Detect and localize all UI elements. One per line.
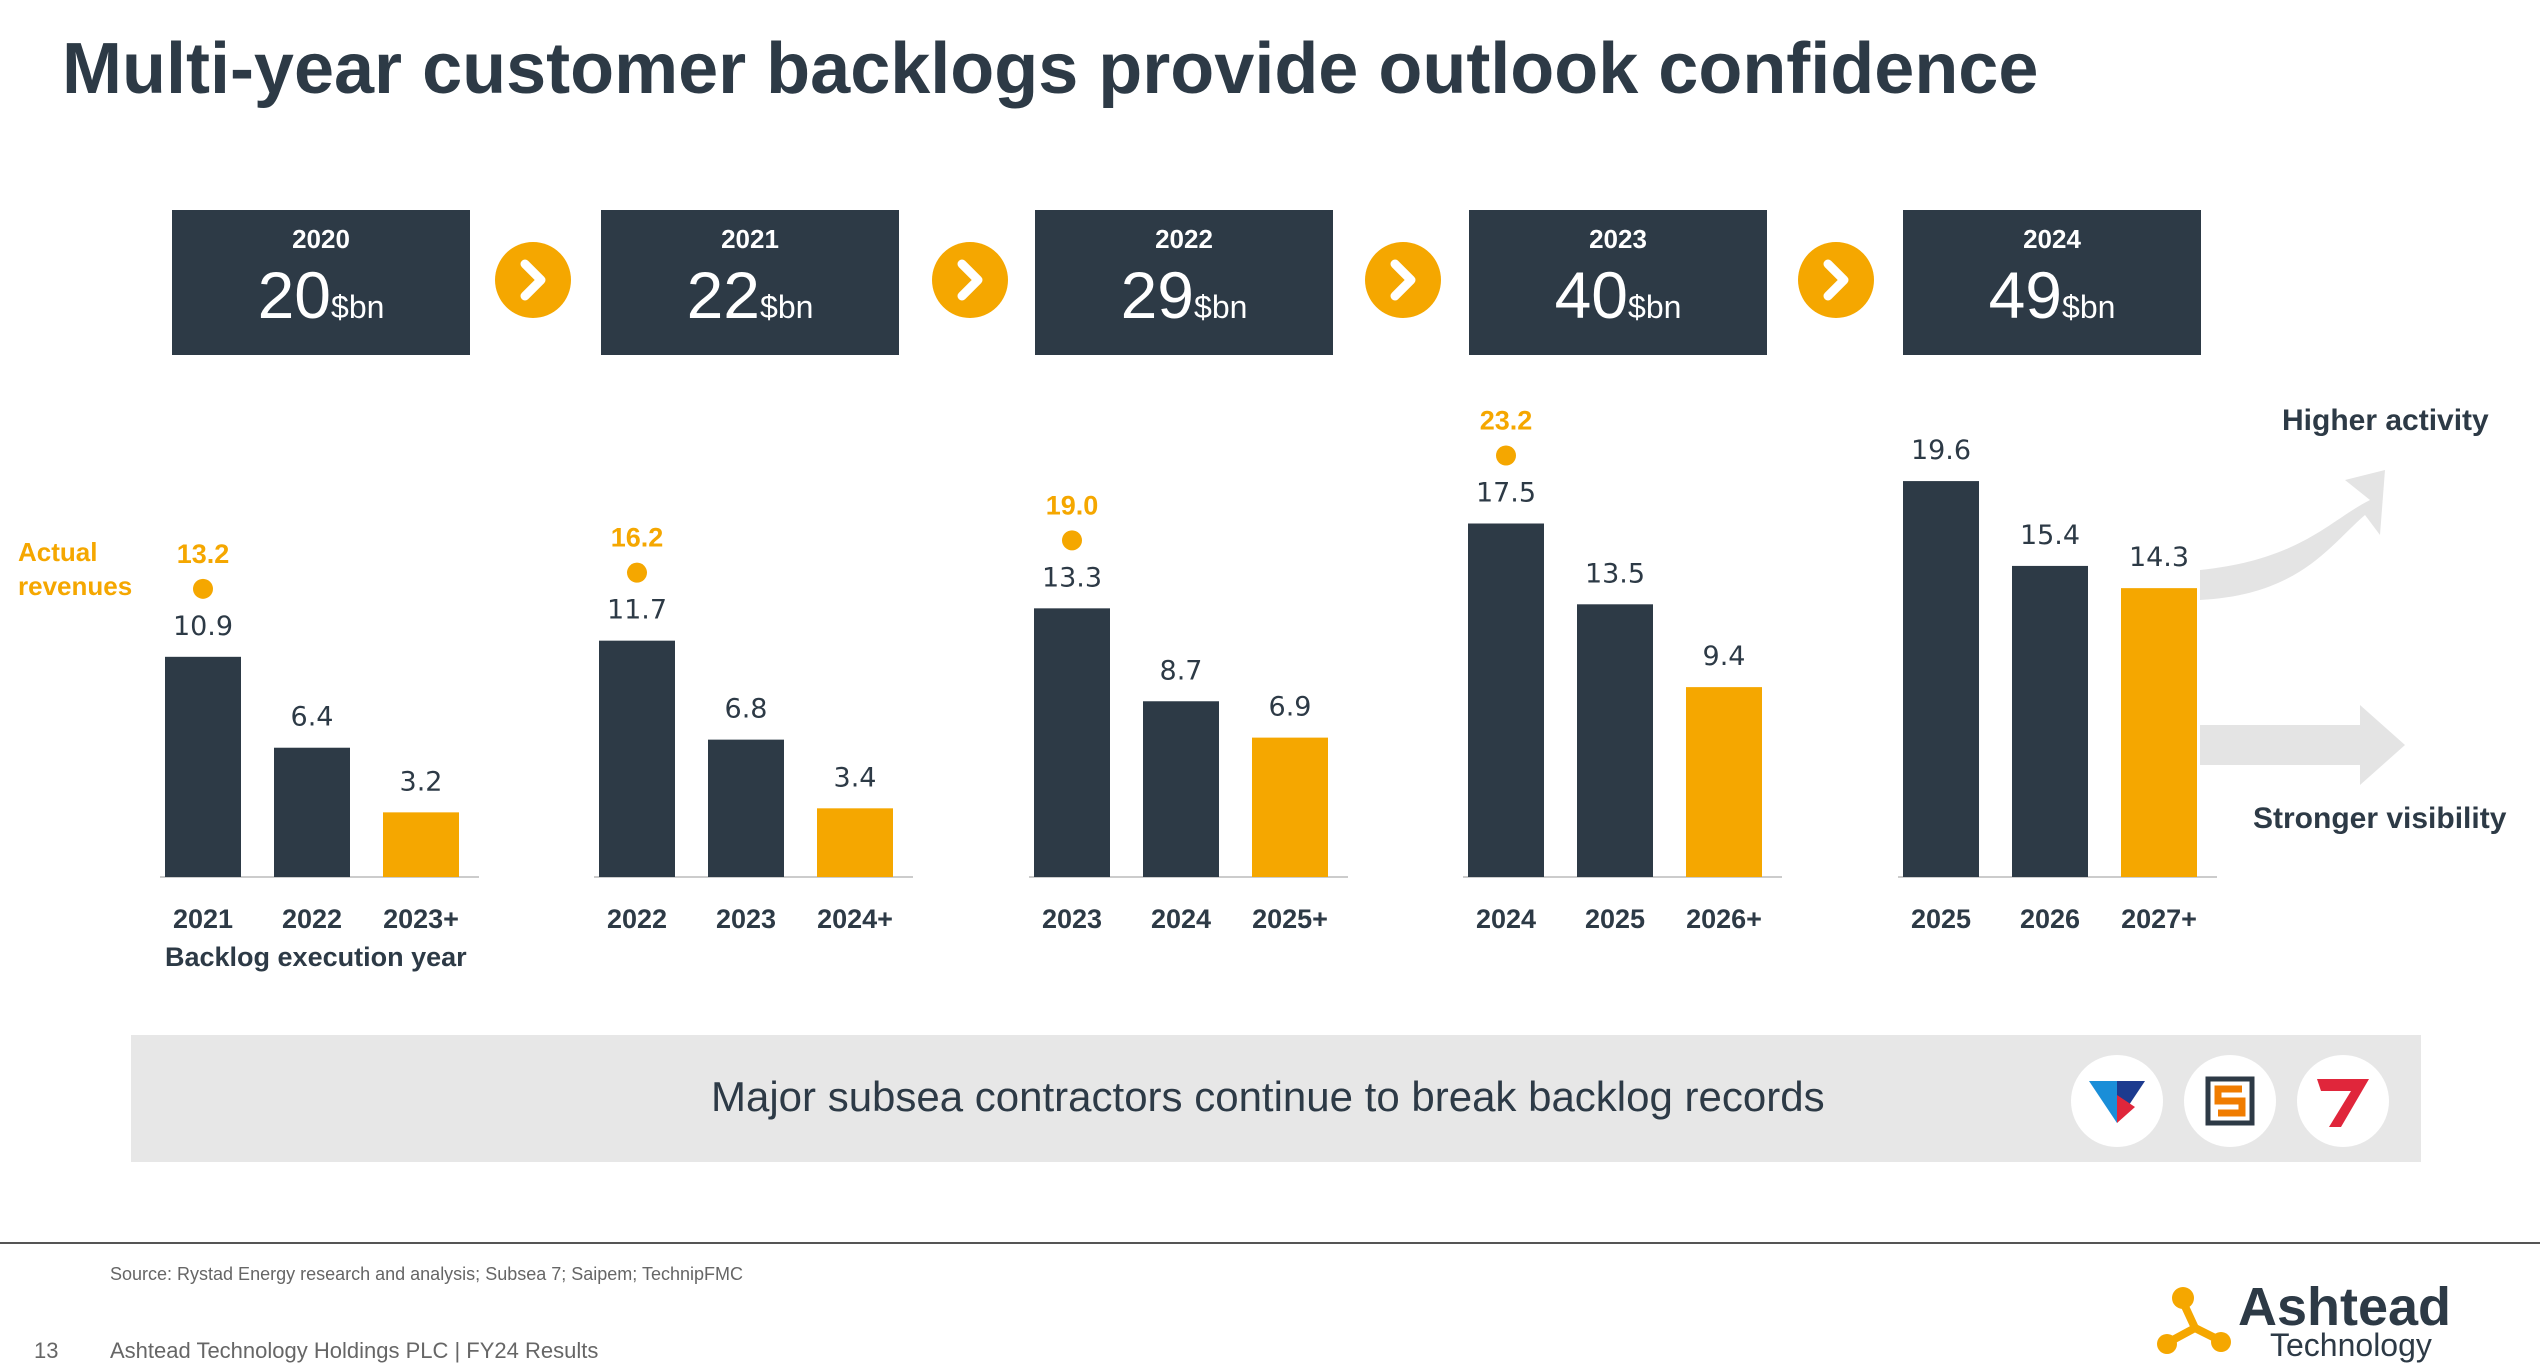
execution-year-label: Backlog execution year	[165, 942, 467, 972]
actual-revenue-label: 23.2	[1480, 406, 1533, 436]
stronger-visibility-arrow	[2200, 705, 2405, 785]
bar	[599, 640, 675, 877]
bar-value-label: 17.5	[1476, 478, 1536, 509]
technipfmc-logo-icon	[2071, 1055, 2163, 1147]
backlog-year: 2020	[292, 224, 350, 254]
backlog-year: 2021	[721, 224, 779, 254]
backlog-box-2024: 2024 49$bn	[1903, 210, 2201, 355]
actual-revenue-marker	[627, 562, 647, 583]
bar-value-label: 10.9	[173, 611, 233, 642]
actual-revenue-label: 13.2	[177, 539, 230, 569]
backlog-year: 2023	[1589, 224, 1647, 254]
footer-text: Ashtead Technology Holdings PLC | FY24 R…	[110, 1338, 599, 1363]
bar	[1903, 481, 1979, 877]
bar	[708, 739, 784, 877]
backlog-unit: $bn	[1628, 289, 1682, 325]
higher-activity-label: Higher activity	[2282, 404, 2489, 437]
bar-value-label: 19.6	[1911, 435, 1971, 466]
category-label: 2023+	[383, 904, 459, 934]
bar-value-label: 14.3	[2129, 542, 2189, 573]
backlog-unit: $bn	[331, 289, 385, 325]
category-label: 2026+	[1686, 904, 1762, 934]
bar	[2012, 565, 2088, 877]
source-note: Source: Rystad Energy research and analy…	[110, 1264, 743, 1284]
actual-revenue-label: 16.2	[611, 523, 664, 553]
saipem-logo-icon	[2184, 1055, 2276, 1147]
category-label: 2025+	[1252, 904, 1328, 934]
backlog-year: 2024	[2023, 224, 2081, 254]
stronger-visibility-label: Stronger visibility	[2253, 802, 2507, 835]
backlog-value: 22	[686, 258, 761, 332]
bar	[274, 747, 350, 877]
bar	[2121, 588, 2197, 877]
backlog-year: 2022	[1155, 224, 1213, 254]
bar-value-label: 3.2	[400, 766, 443, 797]
bar-value-label: 6.4	[291, 702, 334, 733]
actual-revenue-marker	[1062, 530, 1082, 551]
bar	[1143, 701, 1219, 877]
backlog-box-2020: 2020 20$bn	[172, 210, 470, 355]
category-label: 2025	[1585, 904, 1645, 934]
brand-subtitle: Technology	[2270, 1327, 2432, 1363]
category-label: 2024	[1151, 904, 1211, 934]
category-label: 2024+	[817, 904, 893, 934]
higher-activity-arrow	[2200, 470, 2385, 600]
contractor-banner: Major subsea contractors continue to bre…	[131, 1035, 2421, 1162]
chevron-right-icon	[932, 242, 1008, 318]
bar-value-label: 13.5	[1585, 558, 1645, 589]
bar	[817, 808, 893, 877]
backlog-value: 20	[257, 258, 332, 332]
brand-name: Ashtead	[2238, 1277, 2452, 1337]
backlog-bar-chart: 10.9 2021 6.4 2022 3.2 2023+ 13.2 11.7 2022 6.8 20…	[160, 406, 2405, 934]
bar	[383, 812, 459, 877]
category-label: 2027+	[2121, 904, 2197, 934]
actual-revenue-label: 19.0	[1046, 490, 1099, 520]
actual-revenues-label: Actual revenues	[18, 537, 133, 601]
bar-value-label: 13.3	[1042, 562, 1102, 593]
bar	[1577, 604, 1653, 877]
bar-value-label: 9.4	[1703, 641, 1746, 672]
backlog-unit: $bn	[2062, 289, 2116, 325]
bar-value-label: 11.7	[607, 595, 667, 626]
actual-revenue-marker	[193, 578, 213, 599]
backlog-box-2021: 2021 22$bn	[601, 210, 899, 355]
category-label: 2026	[2020, 904, 2080, 934]
category-label: 2025	[1911, 904, 1971, 934]
chevron-right-icon	[495, 242, 571, 318]
category-label: 2023	[716, 904, 776, 934]
bar-value-label: 6.8	[725, 694, 768, 725]
category-label: 2021	[173, 904, 233, 934]
bar-value-label: 15.4	[2020, 520, 2080, 551]
backlog-box-2023: 2023 40$bn	[1469, 210, 1767, 355]
backlog-box-2022: 2022 29$bn	[1035, 210, 1333, 355]
bar-value-label: 8.7	[1160, 655, 1203, 686]
page-number: 13	[34, 1338, 59, 1363]
backlog-value: 49	[1988, 258, 2063, 332]
backlog-value: 29	[1120, 258, 1195, 332]
footer-divider	[0, 1242, 2540, 1244]
category-label: 2022	[282, 904, 342, 934]
bar-value-label: 3.4	[834, 762, 877, 793]
actual-revenue-marker	[1496, 445, 1516, 466]
subsea7-logo-icon	[2297, 1055, 2389, 1147]
bar	[1686, 687, 1762, 877]
bar	[1468, 523, 1544, 877]
chevron-right-icon	[1365, 242, 1441, 318]
bar	[1252, 737, 1328, 877]
backlog-unit: $bn	[1194, 289, 1248, 325]
category-label: 2023	[1042, 904, 1102, 934]
bar-value-label: 6.9	[1269, 692, 1312, 723]
chevron-right-icon	[1798, 242, 1874, 318]
backlog-unit: $bn	[760, 289, 814, 325]
bar	[1034, 608, 1110, 877]
bar	[165, 656, 241, 877]
category-label: 2022	[607, 904, 667, 934]
backlog-value: 40	[1554, 258, 1629, 332]
category-label: 2024	[1476, 904, 1536, 934]
banner-text: Major subsea contractors continue to bre…	[711, 1073, 1825, 1120]
page-title: Multi-year customer backlogs provide out…	[62, 29, 2039, 109]
ashtead-logo-icon	[2157, 1287, 2231, 1354]
